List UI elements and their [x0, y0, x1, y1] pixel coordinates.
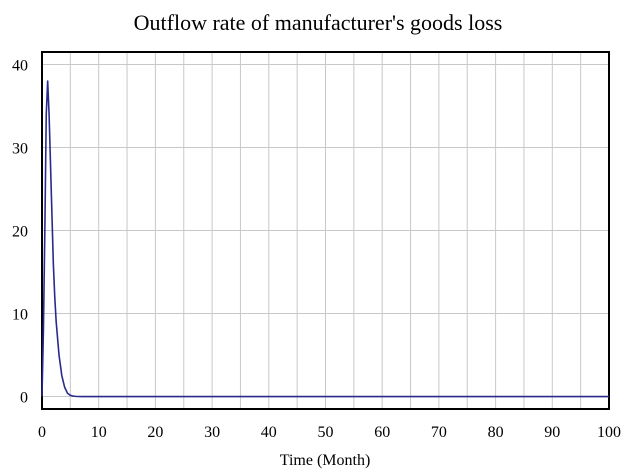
- x-tick-labels: 0 10 20 30 40 50 60 70 80 90 100: [38, 424, 621, 441]
- x-tick-label: 30: [204, 424, 220, 441]
- y-tick-label: 20: [12, 224, 28, 241]
- x-tick-label: 100: [597, 424, 621, 441]
- grid-lines: [42, 52, 609, 409]
- series-line: [41, 80, 609, 398]
- y-tick-label: 0: [20, 390, 28, 407]
- x-axis-label: Time (Month): [280, 452, 371, 469]
- y-tick-labels: 0 10 20 30 40: [12, 57, 28, 406]
- series-layer: [41, 80, 609, 398]
- x-tick-label: 20: [147, 424, 163, 441]
- x-tick-label: 80: [488, 424, 504, 441]
- x-tick-label: 60: [374, 424, 390, 441]
- y-tick-label: 10: [12, 307, 28, 324]
- y-tick-label: 30: [12, 140, 28, 157]
- plot-frame: [41, 51, 610, 410]
- x-tick-label: 70: [431, 424, 447, 441]
- x-tick-label: 10: [91, 424, 107, 441]
- x-tick-label: 0: [38, 424, 46, 441]
- y-tick-label: 40: [12, 57, 28, 74]
- x-tick-label: 50: [318, 424, 334, 441]
- chart-title: Outflow rate of manufacturer's goods los…: [134, 10, 503, 35]
- x-tick-label: 40: [261, 424, 277, 441]
- x-tick-label: 90: [544, 424, 560, 441]
